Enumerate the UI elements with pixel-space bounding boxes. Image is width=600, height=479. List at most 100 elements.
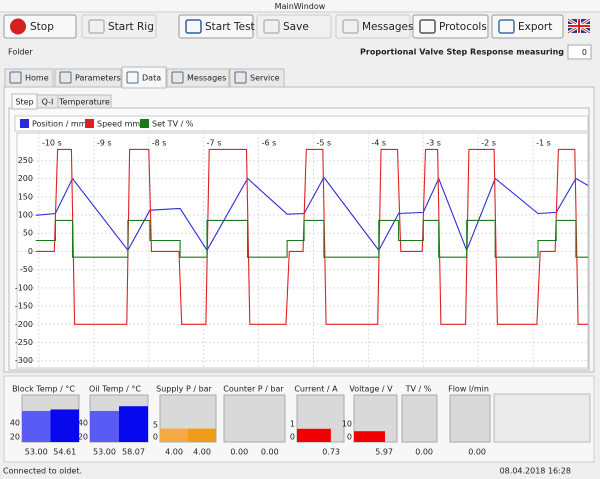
gauge-title: Oil Temp / °C — [89, 385, 141, 394]
gauge-value: 0.00 — [468, 448, 486, 457]
gauge-title: TV / % — [405, 385, 432, 394]
x-tick-label: -9 s — [97, 139, 112, 148]
tab-icon — [9, 71, 22, 84]
y-tick-label: 50 — [23, 229, 33, 238]
gauge-box — [223, 394, 286, 443]
gauge-value: 53.00 — [25, 448, 48, 457]
button-label: Protocols — [439, 21, 487, 33]
tab-label: Home — [25, 74, 49, 83]
gauge-value: 0.73 — [322, 448, 340, 457]
gauge-tick-label: 0 — [347, 433, 352, 442]
tab-label: Parameters — [75, 74, 121, 83]
gauge-tick-label: 0 — [290, 433, 295, 442]
button-icon — [10, 18, 26, 35]
legend-label: Position / mm — [32, 120, 87, 129]
button-icon — [419, 19, 436, 34]
x-tick-label: -4 s — [371, 139, 386, 148]
legend-swatch[interactable] — [140, 119, 149, 128]
gauge-tick-label: 10 — [342, 419, 352, 428]
gauge-value: 0.00 — [230, 448, 248, 457]
x-tick-label: -1 s — [536, 139, 551, 148]
gauge-tick-label: 0 — [153, 433, 158, 442]
button-icon — [342, 19, 359, 34]
y-tick-label: -300 — [15, 356, 33, 365]
gauge-bar — [297, 428, 331, 442]
gauge-bar — [119, 406, 148, 442]
subtab-label: Temperature — [58, 98, 110, 107]
x-tick-label: -10 s — [42, 139, 62, 148]
legend-swatch[interactable] — [20, 119, 29, 128]
gauge-tick-label: 20 — [78, 433, 88, 442]
tab-label: Messages — [187, 74, 226, 83]
x-tick-label: -8 s — [152, 139, 167, 148]
test-name: Proportional Valve Step Response measuri… — [360, 48, 564, 57]
gauge-tick-label: 20 — [10, 433, 20, 442]
button-icon — [263, 19, 280, 34]
subtab-label: Step — [15, 98, 33, 107]
status-datetime: 08.04.2018 16:28 — [500, 467, 571, 476]
gauge-bar — [160, 428, 188, 442]
y-tick-label: 200 — [18, 174, 33, 183]
gauge-bar — [354, 431, 385, 442]
gauge-bar — [188, 428, 216, 442]
gauge-tick-label: 5 — [153, 421, 158, 430]
gauge-title: Flow l/min — [448, 385, 489, 394]
tab-icon — [126, 71, 139, 84]
gauge-value: 4.00 — [165, 448, 183, 457]
tab-icon — [171, 71, 184, 84]
gauge-bar — [22, 410, 51, 442]
gauge-title: Current / A — [294, 385, 338, 394]
series-line — [35, 148, 588, 325]
tab-icon — [234, 71, 247, 84]
button-label: Save — [283, 21, 309, 33]
x-tick-label: -5 s — [316, 139, 331, 148]
x-tick-label: -2 s — [481, 139, 496, 148]
folder-label: Folder — [8, 48, 33, 57]
series-line — [35, 176, 589, 252]
legend-label: Speed mm/s — [97, 120, 147, 129]
button-label: Messages — [362, 21, 414, 33]
gauge-title: Supply P / bar — [156, 385, 212, 394]
y-tick-label: -100 — [15, 283, 33, 292]
button-label: Export — [518, 21, 552, 33]
y-tick-label: -250 — [15, 338, 33, 347]
gauge-tick-label: 40 — [10, 419, 20, 428]
counter-box[interactable] — [567, 44, 592, 60]
y-tick-label: -150 — [15, 302, 33, 311]
gauge-value: 0.00 — [261, 448, 279, 457]
y-tick-label: 250 — [18, 156, 33, 165]
empty-gauge — [493, 393, 591, 443]
counter: 0 — [582, 48, 587, 57]
tab-label: Data — [142, 74, 161, 83]
gauge-title: Counter P / bar — [223, 385, 284, 394]
gauge-value: 54.61 — [53, 448, 76, 457]
legend-label: Set TV / % — [152, 120, 194, 129]
x-tick-label: -3 s — [426, 139, 441, 148]
title-bar — [0, 0, 600, 12]
gauge-title: Voltage / V — [349, 385, 393, 394]
y-tick-label: -50 — [20, 265, 33, 274]
x-tick-label: -6 s — [262, 139, 277, 148]
gauge-box — [449, 394, 491, 443]
language-flag[interactable] — [567, 17, 591, 35]
button-icon — [185, 19, 202, 34]
x-tick-label: -7 s — [207, 139, 222, 148]
gauge-box — [401, 394, 438, 443]
button-icon — [88, 19, 105, 34]
status-message: Connected to oldet. — [3, 467, 82, 476]
window-title: MainWindow — [275, 2, 326, 11]
y-tick-label: 0 — [28, 247, 33, 256]
flag-cross-red — [568, 19, 590, 33]
legend-swatch[interactable] — [85, 119, 94, 128]
button-label: Start Test — [205, 21, 255, 33]
gauge-value: 4.00 — [193, 448, 211, 457]
gauge-tick-label: 1 — [290, 419, 295, 428]
legend-box — [14, 115, 589, 132]
tab-label: Service — [250, 74, 280, 83]
gauge-value: 0.00 — [415, 448, 433, 457]
button-icon — [498, 19, 515, 34]
gauge-tick-label: 40 — [78, 419, 88, 428]
y-tick-label: 100 — [18, 210, 33, 219]
subtab[interactable] — [57, 94, 112, 109]
